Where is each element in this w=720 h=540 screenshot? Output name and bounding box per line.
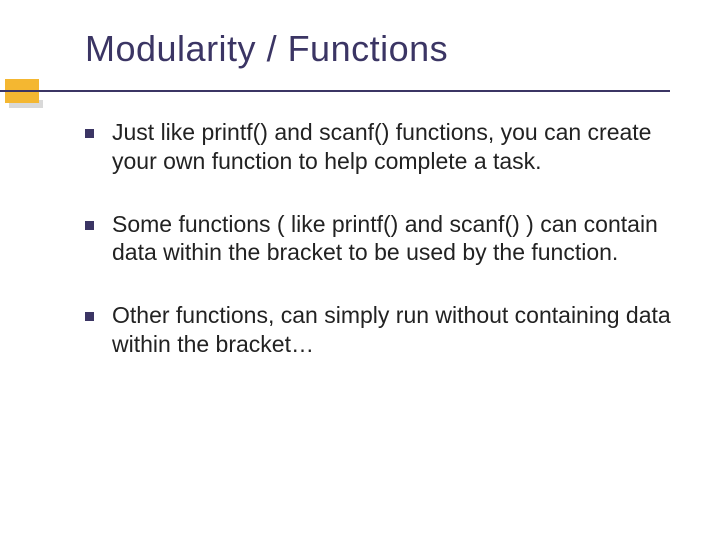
title-underline xyxy=(0,90,670,92)
bullet-marker xyxy=(85,129,94,138)
bullet-item: Other functions, can simply run without … xyxy=(85,301,680,359)
bullet-text: Other functions, can simply run without … xyxy=(112,301,680,359)
bullet-item: Just like printf() and scanf() functions… xyxy=(85,118,680,176)
content-area: Just like printf() and scanf() functions… xyxy=(85,118,680,359)
bullet-marker xyxy=(85,312,94,321)
bullet-text: Some functions ( like printf() and scanf… xyxy=(112,210,680,268)
bullet-text: Just like printf() and scanf() functions… xyxy=(112,118,680,176)
bullet-item: Some functions ( like printf() and scanf… xyxy=(85,210,680,268)
slide-title: Modularity / Functions xyxy=(85,28,680,70)
bullet-marker xyxy=(85,221,94,230)
slide-container: Modularity / Functions Just like printf(… xyxy=(0,0,720,540)
